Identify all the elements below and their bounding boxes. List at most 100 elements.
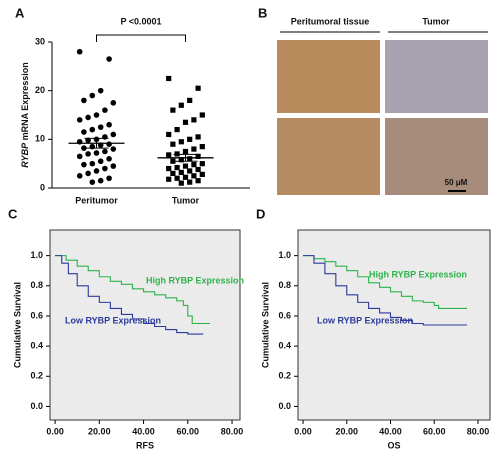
data-point (182, 163, 189, 169)
survival-curve (55, 255, 204, 335)
y-tick-label: 30 (35, 36, 45, 46)
data-point (178, 139, 184, 145)
y-tick-label: 1.0 (30, 250, 43, 260)
column-header: Tumor (422, 16, 450, 26)
data-point (81, 145, 87, 151)
data-point (85, 137, 91, 144)
data-point (81, 161, 87, 168)
y-tick-label: 0.8 (30, 280, 43, 290)
error-bar (84, 137, 109, 149)
data-point (76, 117, 83, 123)
panel-label: C (8, 206, 18, 221)
series-label: Low RYBP Expression (317, 315, 413, 325)
panel-label: A (15, 5, 25, 20)
data-point (174, 175, 180, 181)
data-point (170, 170, 176, 176)
data-point (106, 156, 112, 162)
error-bar (173, 153, 198, 162)
data-point (191, 146, 197, 152)
data-point (199, 171, 205, 177)
x-axis-label: RFS (136, 440, 154, 450)
data-point (106, 175, 112, 182)
data-point (187, 179, 193, 185)
data-point (76, 173, 83, 179)
data-point (195, 85, 201, 91)
plot-area (49, 229, 241, 421)
data-point (102, 148, 108, 155)
y-tick-label: 0 (40, 182, 45, 192)
data-point (110, 146, 117, 152)
data-point (93, 112, 100, 118)
y-axis-label: Cumulative Survival (12, 282, 22, 368)
image-tumor (385, 118, 488, 195)
data-point (102, 107, 108, 113)
x-tick-label: 40.00 (379, 426, 402, 436)
data-point (89, 160, 96, 167)
data-point (97, 177, 104, 184)
data-point (81, 97, 87, 104)
data-point (195, 134, 201, 140)
data-point (89, 179, 96, 185)
data-point (93, 168, 100, 174)
x-tick-label: 0.00 (46, 426, 64, 436)
series-label: High RYBP Expression (146, 275, 244, 285)
data-point (182, 174, 189, 180)
data-point (106, 56, 112, 62)
data-point (110, 163, 117, 169)
data-point (106, 141, 112, 147)
data-point (81, 129, 87, 135)
scale-bar-label: 50 μM (445, 178, 468, 187)
data-point (199, 112, 205, 118)
y-axis-label: Cumulative Survival (260, 282, 270, 368)
data-point (106, 121, 112, 128)
data-point (166, 75, 172, 82)
survival-curve (303, 255, 468, 326)
survival-curve (303, 255, 468, 309)
x-tick-label: 80.00 (221, 426, 244, 436)
image-peritumor (277, 40, 380, 113)
data-point (187, 97, 193, 103)
data-point (110, 100, 117, 106)
data-point (110, 131, 117, 138)
image-peritumor (277, 118, 380, 195)
y-tick-label: 0.2 (30, 371, 43, 381)
data-point (85, 170, 91, 177)
y-axis-label: RYBP mRNA Expression (20, 62, 30, 168)
data-point (178, 102, 184, 108)
data-point (166, 131, 172, 138)
data-point (166, 165, 172, 172)
y-tick-label: 0.2 (278, 371, 291, 381)
data-point (97, 87, 104, 94)
y-tick-label: 0.4 (278, 340, 291, 350)
data-point (191, 117, 197, 123)
x-axis-label: OS (387, 440, 400, 450)
data-point (195, 178, 201, 184)
x-tick-label: 80.00 (467, 426, 490, 436)
series-label: Low RYBP Expression (65, 315, 161, 325)
y-tick-label: 0.4 (30, 340, 43, 350)
panel-label: B (258, 5, 267, 20)
data-point (182, 148, 189, 155)
y-tick-label: 20 (35, 85, 45, 95)
data-point (191, 173, 197, 179)
survival-curve (55, 255, 210, 325)
data-point (182, 119, 189, 125)
data-point (170, 107, 176, 113)
data-point (102, 165, 108, 172)
data-point (170, 141, 176, 147)
data-point (187, 136, 193, 142)
x-tick-label: 20.00 (88, 426, 111, 436)
y-tick-label: 0.6 (278, 310, 291, 320)
data-point (97, 158, 104, 165)
x-tick-label: 60.00 (423, 426, 446, 436)
data-point (85, 151, 91, 157)
data-point (195, 153, 201, 159)
x-tick-label: 40.00 (132, 426, 155, 436)
data-point (191, 162, 197, 168)
data-point (85, 114, 91, 121)
x-tick-label: Peritumor (75, 195, 118, 205)
data-point (166, 152, 172, 158)
y-axis-label-text: mRNA Expression (20, 62, 30, 140)
data-point (170, 158, 176, 164)
